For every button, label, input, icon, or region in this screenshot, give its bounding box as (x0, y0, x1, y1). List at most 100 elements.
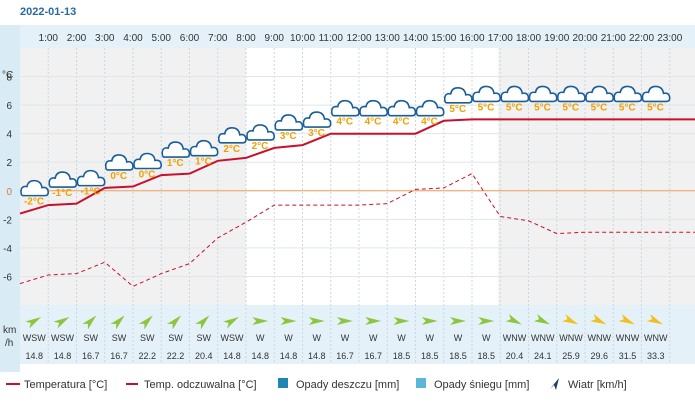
wind-speed-label: 20.4 (506, 351, 524, 361)
temp-data-label: 4°C (336, 117, 353, 128)
y-tick-label: 4 (6, 130, 12, 141)
wind-speed-label: 20.4 (195, 351, 213, 361)
y-tick-label: -6 (3, 272, 12, 283)
wind-speed-label: 18.5 (449, 351, 467, 361)
wind-arrow-icon (478, 317, 495, 325)
temp-data-label: 0°C (110, 171, 127, 182)
temp-data-label: 1°C (167, 158, 184, 169)
temp-data-label: 5°C (591, 102, 608, 113)
legend-label: Temperatura [°C] (24, 379, 107, 391)
temp-data-label: 5°C (449, 104, 466, 115)
temp-data-label: 5°C (534, 102, 551, 113)
wind-direction-label: WNW (644, 333, 668, 343)
cloud-icon (330, 99, 360, 117)
hour-label: 20:00 (572, 33, 597, 44)
wind-speed-label: 24.1 (534, 351, 552, 361)
temp-data-label: 5°C (562, 102, 579, 113)
wind-direction-label: SW (140, 333, 155, 343)
cloud-icon (613, 85, 643, 103)
left-axis-strip (0, 25, 20, 396)
wind-speed-label: 18.5 (421, 351, 439, 361)
cloud-icon (48, 171, 78, 188)
wind-arrow-icon (421, 317, 438, 325)
wind-direction-label: W (284, 333, 293, 343)
wind-speed-label: 14.8 (251, 351, 269, 361)
hour-label: 4:00 (123, 33, 143, 44)
temp-data-label: 5°C (506, 102, 523, 113)
y-tick-label: -4 (3, 244, 12, 255)
temp-data-label: 5°C (647, 102, 664, 113)
legend-label: Opady deszczu [mm] (296, 379, 399, 391)
wind-direction-label: W (397, 333, 406, 343)
wind-speed-label: 31.5 (619, 351, 637, 361)
wind-direction-label: WSW (23, 333, 46, 343)
hour-label: 23:00 (657, 33, 682, 44)
wind-speed-label: 22.2 (167, 351, 185, 361)
wind-direction-label: W (313, 333, 322, 343)
wind-arrow-icon (590, 313, 607, 325)
temp-data-label: 4°C (365, 117, 382, 128)
feels-like-line (19, 172, 695, 287)
wind-speed-label: 14.8 (54, 351, 72, 361)
hour-label: 12:00 (346, 33, 371, 44)
cloud-icon (387, 99, 417, 117)
hour-label: 2:00 (67, 33, 87, 44)
y-tick-label: 6 (6, 101, 12, 112)
cloud-icon (161, 141, 191, 158)
wind-arrow-icon (646, 313, 664, 325)
wind-speed-label: 14.8 (223, 351, 241, 361)
wind-speed-label: 33.3 (647, 351, 665, 361)
hour-label: 21:00 (601, 33, 626, 44)
wind-speed-label: 22.2 (138, 351, 156, 361)
cloud-icon (76, 169, 106, 187)
wind-direction-label: SW (168, 333, 183, 343)
wind-arrow-icon (337, 317, 353, 325)
temp-data-label: -2°C (24, 197, 44, 208)
hour-label: 14:00 (403, 33, 428, 44)
temp-data-label: -1°C (52, 188, 72, 199)
hour-label: 22:00 (629, 33, 654, 44)
wind-arrow-icon (505, 313, 522, 325)
temperature-line (19, 118, 695, 215)
wind-direction-label: W (454, 333, 463, 343)
wind-direction-label: W (256, 333, 265, 343)
hour-label: 7:00 (208, 33, 228, 44)
temp-data-label: 5°C (478, 102, 495, 113)
cloud-icon (133, 152, 162, 170)
wind-direction-label: W (341, 333, 350, 343)
daylight-band (246, 48, 499, 305)
wind-arrow-icon (533, 313, 551, 325)
hour-label: 11:00 (319, 33, 344, 44)
legend-label: Wiatr [km/h] (568, 379, 627, 391)
wind-speed-label: 18.5 (393, 351, 411, 361)
wind-direction-label: WNW (559, 333, 583, 343)
hour-label: 10:00 (290, 33, 315, 44)
cloud-icon (189, 139, 219, 157)
wind-direction-label: SW (84, 333, 99, 343)
wind-direction-label: WNW (616, 333, 640, 343)
temp-data-label: 4°C (393, 117, 410, 128)
wind-direction-label: WNW (531, 333, 555, 343)
wind-direction-label: WSW (221, 333, 244, 343)
temp-data-label: 3°C (280, 131, 297, 142)
wind-speed-label: 16.7 (110, 351, 128, 361)
hour-label: 8:00 (236, 33, 256, 44)
wind-arrow-icon (562, 313, 579, 325)
temp-data-label: 1°C (195, 157, 212, 168)
legend-swatch-wind-icon (550, 378, 559, 390)
cloud-icon (443, 87, 473, 104)
wind-arrow-icon (82, 315, 97, 330)
legend-swatch-snow (416, 378, 426, 388)
wind-arrow-icon (167, 315, 182, 330)
cloud-icon (246, 124, 275, 141)
hour-label: 6:00 (180, 33, 200, 44)
hour-label: 13:00 (375, 33, 400, 44)
wind-arrow-icon (618, 313, 635, 325)
temp-data-label: 4°C (421, 117, 438, 128)
temp-data-label: 2°C (252, 141, 269, 152)
wind-direction-label: W (369, 333, 378, 343)
wind-direction-label: W (426, 333, 435, 343)
legend-label: Opady śniegu [mm] (434, 379, 529, 391)
temp-data-label: -1°C (80, 187, 100, 198)
